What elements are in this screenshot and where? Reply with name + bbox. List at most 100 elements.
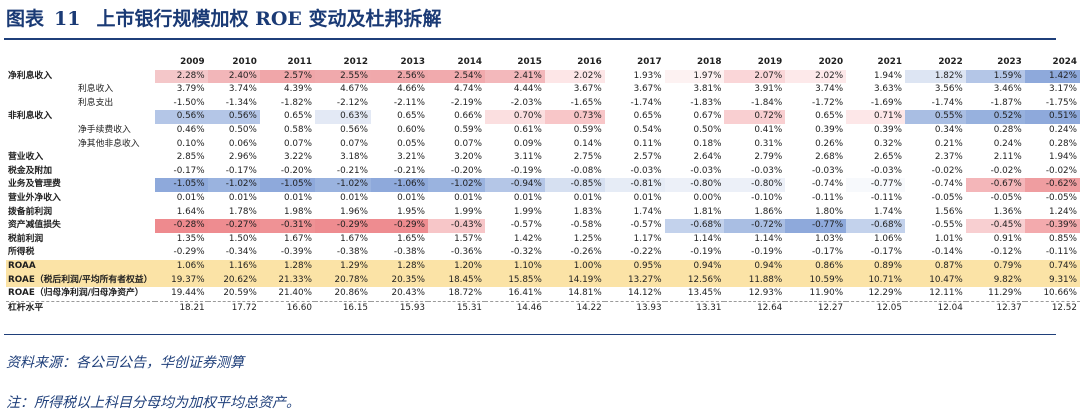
table-cell: 1.65%: [397, 233, 426, 244]
table-cell: 16.60: [286, 302, 312, 313]
table-cell: -0.20%: [280, 165, 312, 176]
table-cell: 10.47%: [904, 273, 966, 288]
row-label: ROAE（税后利润/平均所有者权益）: [6, 273, 156, 288]
table-cell: 2.65%: [874, 152, 902, 163]
table-cell: 16.15: [342, 302, 369, 313]
table-cell: 0.26%: [815, 138, 844, 149]
table-cell: -0.45%: [965, 219, 1025, 233]
table-cell: -2.12%: [336, 97, 369, 108]
table-cell: 3.79%: [176, 84, 205, 95]
table-cell: -0.31%: [259, 219, 315, 233]
row-label: ROAE（归母净利润/归母净资产）: [6, 287, 156, 302]
row-label: 杠杆水平: [8, 302, 44, 313]
table-cell: 0.79%: [965, 259, 1025, 274]
table-cell: -0.77%: [846, 178, 905, 192]
table-cell: 1.25%: [573, 233, 602, 244]
table-cell: 0.66%: [428, 110, 486, 124]
table-row: 净手续费收入 0.46% 0.50% 0.58% 0.56% 0.60% 0.59% 0.61…: [6, 124, 1080, 138]
table-cell: 0.73%: [544, 110, 605, 124]
table-cell: 1.99%: [454, 206, 483, 217]
table-cell: -0.02%: [931, 165, 963, 176]
row-label: 营业外净收入: [8, 192, 61, 203]
table-cell: 0.52%: [965, 110, 1025, 124]
table-cell: 1.82%: [904, 69, 966, 84]
table-cell: 0.89%: [846, 259, 905, 274]
table-cell: -0.58%: [544, 219, 605, 233]
dupont-table: 2009 2010 2011 2012 2013 2014 2015 2016 2017 2018…: [6, 56, 1080, 315]
table-cell: -0.03%: [690, 165, 722, 176]
table-cell: -1.65%: [570, 97, 602, 108]
table-cell: 0.56%: [340, 124, 369, 135]
table-cell: 3.20%: [454, 152, 483, 163]
table-cell: 0.34%: [934, 124, 963, 135]
table-row: 所得税 -0.29% -0.34% -0.39% -0.38% -0.38% -0.36% -…: [6, 246, 1080, 260]
table-cell: 2.64%: [693, 152, 722, 163]
table-cell: 1.67%: [340, 233, 369, 244]
table-cell: -0.38%: [336, 247, 369, 258]
table-cell: 1.94%: [846, 69, 905, 84]
table-cell: 2.57%: [633, 152, 662, 163]
figure-title-prefix: 图表: [6, 8, 45, 30]
table-cell: 0.05%: [397, 138, 426, 149]
year-header: 2023: [997, 57, 1022, 67]
table-cell: 0.07%: [284, 138, 312, 149]
table-cell: 1.10%: [485, 259, 545, 274]
table-cell: 1.29%: [314, 259, 372, 274]
table-cell: 2.37%: [934, 152, 963, 163]
table-cell: -0.43%: [428, 219, 486, 233]
table-cell: 1.28%: [259, 259, 315, 274]
row-label: 业务及管理费: [8, 179, 61, 190]
table-row: ROAE（税后利润/平均所有者权益） 19.37% 20.62% 21.33% 20.7…: [6, 273, 1080, 288]
table-cell: 15.31: [456, 302, 483, 313]
table-cell: 0.65%: [785, 110, 847, 124]
table-cell: 1.57%: [454, 233, 483, 244]
table-cell: 0.65%: [604, 110, 665, 124]
table-cell: 3.67%: [573, 84, 602, 95]
table-cell: 0.85%: [1049, 233, 1077, 244]
table-cell: -0.39%: [1024, 219, 1080, 233]
table-cell: -1.05%: [155, 178, 208, 192]
table-cell: 11.29%: [965, 287, 1025, 302]
table-cell: 2.75%: [573, 152, 602, 163]
table-cell: -0.20%: [450, 165, 483, 176]
table-cell: -0.12%: [990, 247, 1022, 258]
table-cell: 12.56%: [664, 273, 725, 288]
table-cell: 20.86%: [314, 287, 372, 302]
table-cell: -0.03%: [870, 165, 902, 176]
table-cell: 12.64: [757, 302, 783, 313]
row-label: 利息支出: [78, 97, 114, 108]
table-cell: -0.74%: [785, 178, 847, 192]
table-cell: 1.86%: [754, 206, 783, 217]
table-cell: 1.35%: [176, 233, 205, 244]
table-cell: 15.93: [399, 302, 426, 313]
table-cell: 1.74%: [874, 206, 902, 217]
table-cell: 0.01%: [397, 192, 426, 203]
table-cell: 1.74%: [633, 206, 662, 217]
table-row: 业务及管理费 -1.05% -1.02% -1.05% -1.02% -1.06% -1.0…: [6, 178, 1080, 192]
year-header: 2017: [637, 57, 662, 67]
table-row: 净其他非息收入 0.10% 0.06% 0.07% 0.07% 0.05% 0.07% 0.0…: [6, 138, 1080, 152]
row-label: 净手续费收入: [78, 124, 131, 135]
table-cell: -0.05%: [1045, 192, 1077, 203]
table-cell: 2.02%: [544, 69, 605, 84]
table-cell: 1.28%: [371, 259, 429, 274]
row-label: 税金及附加: [8, 165, 52, 176]
table-cell: -1.83%: [690, 97, 722, 108]
table-cell: 13.45%: [664, 287, 725, 302]
row-label: 净利息收入: [8, 70, 52, 81]
table-cell: -0.85%: [544, 178, 605, 192]
footnote: 注：所得税以上科目分母均为加权平均总资产。: [6, 395, 300, 411]
table-cell: 2.79%: [754, 152, 783, 163]
year-header: 2011: [287, 57, 312, 67]
table-cell: 1.06%: [155, 259, 208, 274]
table-row: 净利息收入 2.28% 2.40% 2.57% 2.55% 2.56% 2.54% 2.41%…: [6, 69, 1080, 84]
table-cell: -0.57%: [485, 219, 545, 233]
table-cell: 0.31%: [754, 138, 783, 149]
table-cell: 12.04: [937, 302, 963, 313]
table-cell: -0.10%: [751, 192, 783, 203]
table-cell: 1.98%: [284, 206, 312, 217]
table-cell: -0.29%: [173, 247, 205, 258]
table-cell: 1.42%: [513, 233, 542, 244]
table-cell: 15.85%: [485, 273, 545, 288]
table-cell: 16.41%: [485, 287, 545, 302]
